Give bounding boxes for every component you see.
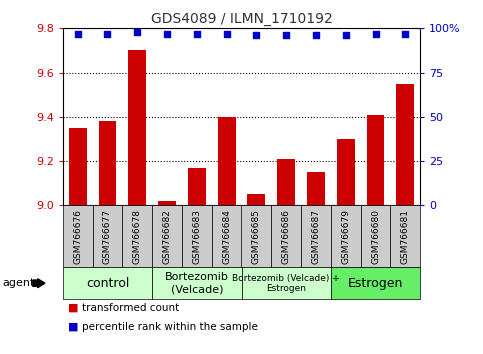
Text: GSM766684: GSM766684 <box>222 209 231 264</box>
Text: GSM766683: GSM766683 <box>192 209 201 264</box>
Text: GSM766687: GSM766687 <box>312 209 320 264</box>
Text: transformed count: transformed count <box>82 303 179 313</box>
Text: GSM766682: GSM766682 <box>163 209 171 264</box>
Text: ■: ■ <box>68 322 78 332</box>
Bar <box>188 168 206 205</box>
Bar <box>397 84 414 205</box>
Text: percentile rank within the sample: percentile rank within the sample <box>82 322 258 332</box>
Bar <box>367 115 384 205</box>
Bar <box>128 51 146 205</box>
Text: GSM766686: GSM766686 <box>282 209 291 264</box>
Point <box>401 31 409 36</box>
Bar <box>99 121 116 205</box>
Text: control: control <box>86 277 129 290</box>
Bar <box>307 172 325 205</box>
Text: Estrogen: Estrogen <box>348 277 403 290</box>
Point <box>104 31 112 36</box>
Point <box>253 33 260 38</box>
Point <box>282 33 290 38</box>
Text: Bortezomib (Velcade) +
Estrogen: Bortezomib (Velcade) + Estrogen <box>232 274 340 293</box>
Bar <box>247 194 265 205</box>
Title: GDS4089 / ILMN_1710192: GDS4089 / ILMN_1710192 <box>151 12 332 26</box>
Point <box>223 31 230 36</box>
Point <box>163 31 171 36</box>
Point <box>193 31 201 36</box>
Text: GSM766685: GSM766685 <box>252 209 261 264</box>
Text: Bortezomib
(Velcade): Bortezomib (Velcade) <box>165 272 229 294</box>
Text: agent: agent <box>2 278 35 288</box>
Bar <box>158 201 176 205</box>
Bar <box>277 159 295 205</box>
Point <box>74 31 82 36</box>
Point <box>312 33 320 38</box>
Text: GSM766679: GSM766679 <box>341 209 350 264</box>
Text: GSM766680: GSM766680 <box>371 209 380 264</box>
Bar <box>69 128 86 205</box>
Bar <box>218 117 236 205</box>
Point <box>133 29 141 35</box>
Text: GSM766681: GSM766681 <box>401 209 410 264</box>
Text: ■: ■ <box>68 303 78 313</box>
Text: GSM766678: GSM766678 <box>133 209 142 264</box>
Text: GSM766677: GSM766677 <box>103 209 112 264</box>
Point <box>372 31 380 36</box>
Bar <box>337 139 355 205</box>
Point <box>342 33 350 38</box>
Text: GSM766676: GSM766676 <box>73 209 82 264</box>
